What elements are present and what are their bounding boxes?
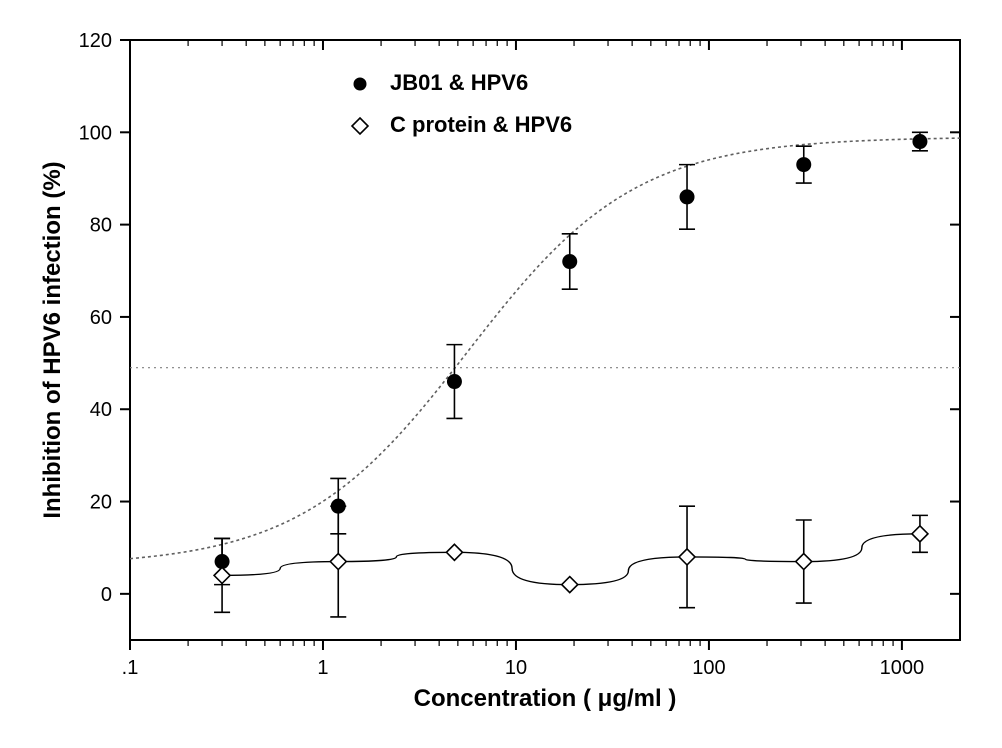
svg-text:Inhibition of HPV6 infection (: Inhibition of HPV6 infection (%): [39, 161, 66, 518]
chart-svg: .1 1 10 100 1000 0 20 40 60 80 100 120 Inhibition of…: [0, 0, 1002, 748]
svg-text:1: 1: [317, 657, 328, 679]
svg-text:20: 20: [90, 492, 112, 514]
chart-container: .1 1 10 100 1000 0 20 40 60 80 100 120 Inhibition of…: [0, 0, 1002, 748]
svg-text:JB01 & HPV6: JB01 & HPV6: [390, 70, 528, 95]
svg-text:120: 120: [79, 30, 112, 52]
svg-text:C protein & HPV6: C protein & HPV6: [390, 112, 572, 137]
svg-text:100: 100: [692, 657, 725, 679]
svg-text:0: 0: [101, 584, 112, 606]
svg-text:Concentration ( μg/ml ): Concentration ( μg/ml ): [414, 685, 677, 712]
svg-text:1000: 1000: [880, 657, 925, 679]
svg-text:.1: .1: [122, 657, 139, 679]
svg-text:10: 10: [505, 657, 527, 679]
svg-text:100: 100: [79, 122, 112, 144]
svg-text:60: 60: [90, 307, 112, 329]
svg-text:80: 80: [90, 215, 112, 237]
svg-text:40: 40: [90, 399, 112, 421]
